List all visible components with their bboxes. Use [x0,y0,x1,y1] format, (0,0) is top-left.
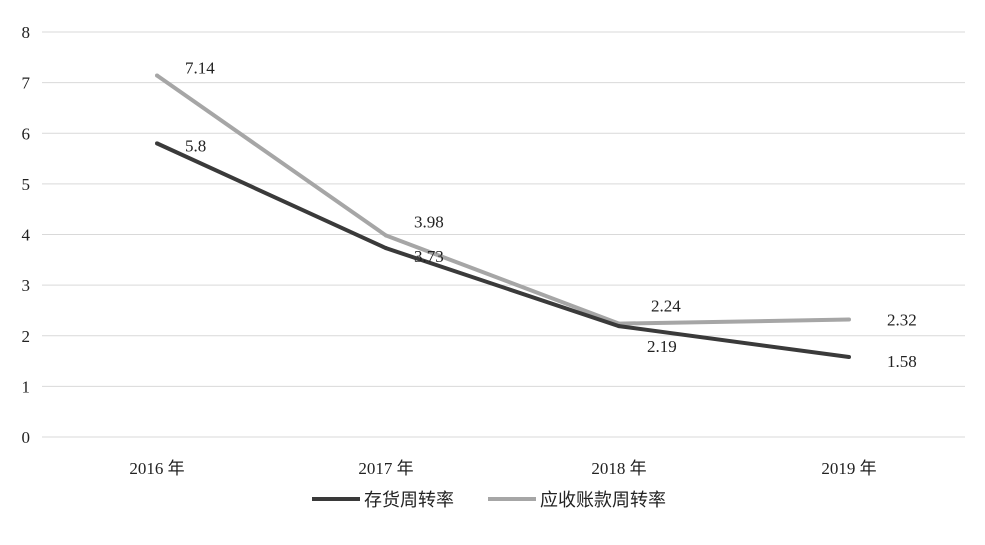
y-tick-label: 6 [22,124,31,143]
data-point [847,317,851,322]
data-label: 3.98 [414,213,444,232]
data-label: 2.19 [647,337,677,356]
x-tick-label: 2018 年 [591,459,646,478]
y-tick-label: 1 [22,377,31,396]
series-line-0 [156,141,850,359]
data-point [384,246,388,251]
legend: 存货周转率 应收账款周转率 [312,490,666,511]
y-tick-label: 8 [22,23,31,42]
y-tick-label: 3 [22,276,31,295]
x-tick-label: 2017 年 [358,459,413,478]
data-point [384,233,388,238]
data-point [155,73,159,78]
data-label: 1.58 [887,352,917,371]
data-label: 5.8 [185,136,206,155]
x-tick-label: 2016 年 [129,459,184,478]
data-label: 2.32 [887,311,917,330]
y-axis-ticks: 0 1 2 3 4 5 6 7 8 [22,23,31,447]
y-tick-label: 4 [22,226,31,245]
y-tick-label: 2 [22,327,31,346]
data-label: 2.24 [651,297,681,316]
legend-label-series-1: 应收账款周转率 [540,490,666,511]
data-label: 7.14 [185,59,215,78]
legend-label-series-0: 存货周转率 [364,490,454,511]
x-axis-ticks: 2016 年 2017 年 2018 年 2019 年 [129,459,876,478]
data-point [847,355,851,360]
y-tick-label: 7 [22,74,31,93]
y-tick-label: 5 [22,175,31,194]
data-point [155,141,159,146]
series-lines [155,73,851,360]
y-tick-label: 0 [22,428,31,447]
data-point [617,324,621,329]
x-tick-label: 2019 年 [821,459,876,478]
data-label: 3.73 [414,247,444,266]
gridlines [42,31,965,438]
series-line-1 [155,73,850,326]
data-labels: 5.8 3.73 2.19 1.58 7.14 3.98 2.24 2.32 [185,59,917,371]
